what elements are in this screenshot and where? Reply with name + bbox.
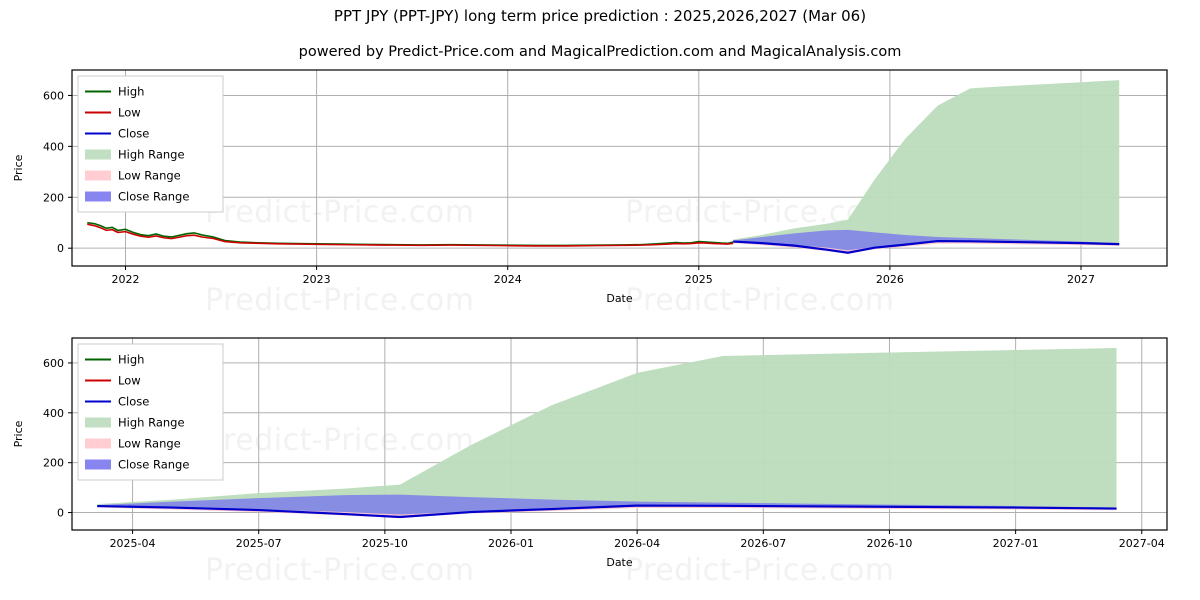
legend-label: Low Range <box>118 169 181 183</box>
legend-patch-swatch <box>85 417 111 428</box>
y-axis: 0 200 400 600 Price <box>12 357 72 520</box>
legend-background <box>77 343 224 481</box>
high-range-band <box>733 80 1120 252</box>
legend-label: High Range <box>118 416 185 430</box>
legend: High Low Close High Range Low Range Close Ran… <box>77 343 224 481</box>
legend-label: Close <box>118 127 149 141</box>
watermark: Predict-Price.com <box>205 553 474 588</box>
x-tick-label: 2025-04 <box>110 537 156 550</box>
x-tick-label: 2027-01 <box>993 537 1039 550</box>
y-tick-label: 200 <box>43 457 64 470</box>
close-line <box>733 239 1120 254</box>
series-group <box>87 80 1120 254</box>
y-axis-label: Price <box>12 420 25 447</box>
legend-patch-swatch <box>85 149 111 160</box>
watermark: Predict-Price.com <box>205 195 474 230</box>
watermark: Predict-Price.com <box>205 423 474 458</box>
y-axis-label: Price <box>12 154 25 181</box>
x-axis-label: Date <box>606 556 633 569</box>
x-tick-label: 2023 <box>303 273 331 286</box>
x-tick-label: 2026-10 <box>866 537 912 550</box>
y-tick-label: 600 <box>43 357 64 370</box>
watermark: Predict-Price.com <box>625 283 894 312</box>
watermark-group: Predict-Price.com Predict-Price.com Predic… <box>205 195 894 312</box>
legend-label: Close <box>118 395 149 409</box>
top-chart-panel: Predict-Price.com Predict-Price.com Predic… <box>0 62 1200 312</box>
watermark: Predict-Price.com <box>625 553 894 588</box>
legend-patch-swatch <box>85 459 111 470</box>
x-tick-label: 2026-01 <box>488 537 534 550</box>
page-subtitle: powered by Predict-Price.com and Magical… <box>298 44 902 60</box>
low-line <box>87 223 734 247</box>
legend-patch-swatch <box>85 170 111 181</box>
x-tick-label: 2025 <box>685 273 713 286</box>
legend: High Low Close High Range Low Range Close Ran… <box>77 75 224 213</box>
x-tick-label: 2024 <box>494 273 522 286</box>
legend-patch-swatch <box>85 438 111 449</box>
x-tick-label: 2022 <box>112 273 140 286</box>
legend-patch-swatch <box>85 191 111 202</box>
x-tick-label: 2025-07 <box>236 537 282 550</box>
high-range-band <box>97 347 1117 517</box>
legend-label: Low <box>118 374 141 388</box>
bottom-chart: Predict-Price.com Predict-Price.com Predic… <box>12 337 1168 588</box>
x-tick-label: 2026-07 <box>740 537 786 550</box>
legend-label: High <box>118 85 144 99</box>
y-tick-label: 0 <box>57 242 64 255</box>
legend-label: High Range <box>118 148 185 162</box>
y-tick-label: 200 <box>43 191 64 204</box>
legend-label: Low Range <box>118 437 181 451</box>
x-axis-label: Date <box>606 292 633 305</box>
y-axis: 0 200 400 600 Price <box>12 89 72 255</box>
series-group <box>97 347 1117 519</box>
y-tick-label: 400 <box>43 407 64 420</box>
legend-label: Low <box>118 106 141 120</box>
x-axis: 2025-04 2025-07 2025-10 2026-01 2026-04 2026-… <box>110 530 1165 569</box>
legend-background <box>77 75 224 213</box>
bottom-chart-panel: Predict-Price.com Predict-Price.com Predic… <box>0 330 1200 595</box>
legend-label: High <box>118 353 144 367</box>
x-tick-label: 2027 <box>1067 273 1095 286</box>
x-tick-label: 2026 <box>876 273 904 286</box>
y-tick-label: 0 <box>57 507 64 520</box>
x-tick-label: 2025-10 <box>362 537 408 550</box>
y-tick-label: 600 <box>43 89 64 102</box>
y-tick-label: 400 <box>43 140 64 153</box>
watermark: Predict-Price.com <box>205 283 474 312</box>
legend-label: Close Range <box>118 458 189 472</box>
page-title: PPT JPY (PPT-JPY) long term price predic… <box>333 7 867 25</box>
close-line <box>97 504 1117 519</box>
top-chart: Predict-Price.com Predict-Price.com Predic… <box>12 69 1168 312</box>
x-axis: 2022 2023 2024 2025 2026 2027 Date <box>112 266 1095 305</box>
x-tick-label: 2026-04 <box>614 537 660 550</box>
plot-border <box>71 69 1168 267</box>
x-tick-label: 2027-04 <box>1119 537 1165 550</box>
legend-label: Close Range <box>118 190 189 204</box>
plot-border <box>71 337 1168 531</box>
